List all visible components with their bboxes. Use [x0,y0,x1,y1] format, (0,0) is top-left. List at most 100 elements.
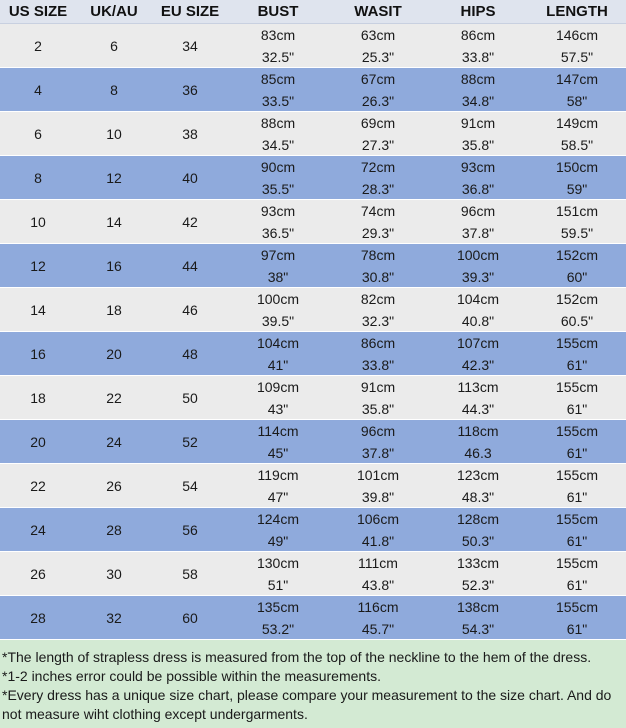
header-eu-size: EU SIZE [160,3,220,20]
bust-cm-value: 93cm [260,202,296,219]
waist-cell: 106cm 41.8" [328,508,428,551]
us-size-cell: 4 [34,81,42,98]
waist-cell: 78cm 30.8" [328,244,428,287]
waist-cm-value: 72cm [360,158,396,175]
uk-au-size-cell: 6 [110,37,118,54]
waist-cm-value: 63cm [360,26,396,43]
bust-in-value: 34.5" [261,136,295,153]
length-in-value: 61" [566,400,588,417]
bust-cm-value: 100cm [256,290,300,307]
length-cm-value: 150cm [555,158,599,175]
waist-in-value: 28.3" [361,180,395,197]
bust-cm-value: 90cm [260,158,296,175]
bust-in-value: 33.5" [261,92,295,109]
size-chart-table: US SIZE UK/AU EU SIZE BUST WASIT HIPS LE… [0,0,626,640]
bust-in-value: 45" [267,444,289,461]
length-in-value: 61" [566,488,588,505]
hips-cm-value: 123cm [456,466,500,483]
bust-cm-value: 135cm [256,598,300,615]
length-cell: 147cm 58" [528,68,626,111]
waist-cell: 72cm 28.3" [328,156,428,199]
eu-size-cell: 34 [182,37,198,54]
table-row: 24 28 56 124cm 49" 106cm 41.8" 128cm 50.3" 155cm 6… [0,508,626,552]
waist-cm-value: 74cm [360,202,396,219]
bust-cm-value: 124cm [256,510,300,527]
bust-in-value: 32.5" [261,48,295,65]
length-cm-value: 155cm [555,554,599,571]
bust-cell: 83cm 32.5" [228,24,328,67]
waist-cell: 91cm 35.8" [328,376,428,419]
hips-in-value: 46.3 [464,444,492,461]
hips-cm-value: 107cm [456,334,500,351]
hips-cell: 91cm 35.8" [428,112,528,155]
bust-cm-value: 130cm [256,554,300,571]
uk-au-size-cell: 22 [106,389,122,406]
eu-size-cell: 58 [182,565,198,582]
eu-size-cell: 48 [182,345,198,362]
table-row: 28 32 60 135cm 53.2" 116cm 45.7" 138cm 54.3" 155c… [0,596,626,640]
hips-cm-value: 133cm [456,554,500,571]
bust-cell: 97cm 38" [228,244,328,287]
length-in-value: 60" [566,268,588,285]
length-cm-value: 155cm [555,334,599,351]
eu-size-cell: 54 [182,477,198,494]
waist-in-value: 29.3" [361,224,395,241]
bust-cm-value: 119cm [257,466,299,483]
waist-cm-value: 86cm [360,334,396,351]
bust-in-value: 41" [267,356,289,373]
eu-size-cell: 36 [182,81,198,98]
length-cm-value: 147cm [555,70,599,87]
bust-cell: 85cm 33.5" [228,68,328,111]
waist-cell: 111cm 43.8" [328,552,428,595]
waist-cm-value: 69cm [360,114,396,131]
length-cm-value: 155cm [555,422,599,439]
us-size-cell: 22 [30,477,46,494]
header-length: LENGTH [546,3,608,20]
waist-in-value: 45.7" [361,620,395,637]
waist-in-value: 32.3" [361,312,395,329]
table-header: US SIZE UK/AU EU SIZE BUST WASIT HIPS LE… [0,0,626,24]
length-cell: 155cm 61" [528,420,626,463]
bust-cm-value: 88cm [260,114,296,131]
header-bust: BUST [257,3,299,20]
bust-cell: 114cm 45" [228,420,328,463]
length-in-value: 58" [566,92,588,109]
header-us-size: US SIZE [8,3,68,20]
length-cm-value: 152cm [555,246,599,263]
length-in-value: 59" [566,180,588,197]
us-size-cell: 24 [30,521,46,538]
hips-cm-value: 86cm [460,26,496,43]
uk-au-size-cell: 10 [106,125,122,142]
bust-in-value: 38" [267,268,289,285]
table-row: 8 12 40 90cm 35.5" 72cm 28.3" 93cm 36.8" 150cm 59" [0,156,626,200]
length-cell: 152cm 60" [528,244,626,287]
length-in-value: 61" [566,356,588,373]
hips-cm-value: 113cm [457,378,499,395]
uk-au-size-cell: 24 [106,433,122,450]
hips-cell: 86cm 33.8" [428,24,528,67]
bust-in-value: 36.5" [261,224,295,241]
waist-cell: 101cm 39.8" [328,464,428,507]
waist-in-value: 25.3" [361,48,395,65]
length-cm-value: 151cm [555,202,599,219]
bust-cm-value: 97cm [260,246,296,263]
table-row: 4 8 36 85cm 33.5" 67cm 26.3" 88cm 34.8" 147cm 58" [0,68,626,112]
note-error: *1-2 inches error could be possible with… [2,668,381,684]
length-cell: 155cm 61" [528,376,626,419]
bust-cell: 135cm 53.2" [228,596,328,639]
length-cell: 155cm 61" [528,596,626,639]
bust-cell: 119cm 47" [228,464,328,507]
hips-cell: 104cm 40.8" [428,288,528,331]
uk-au-size-cell: 32 [106,609,122,626]
table-row: 20 24 52 114cm 45" 96cm 37.8" 118cm 46.3 155cm 61" [0,420,626,464]
length-cell: 155cm 61" [528,332,626,375]
length-cm-value: 146cm [555,26,599,43]
bust-in-value: 49" [267,532,289,549]
hips-cell: 88cm 34.8" [428,68,528,111]
hips-in-value: 35.8" [461,136,495,153]
bust-in-value: 35.5" [261,180,295,197]
us-size-cell: 10 [30,213,46,230]
hips-cell: 100cm 39.3" [428,244,528,287]
waist-cm-value: 82cm [360,290,396,307]
hips-cm-value: 100cm [456,246,500,263]
